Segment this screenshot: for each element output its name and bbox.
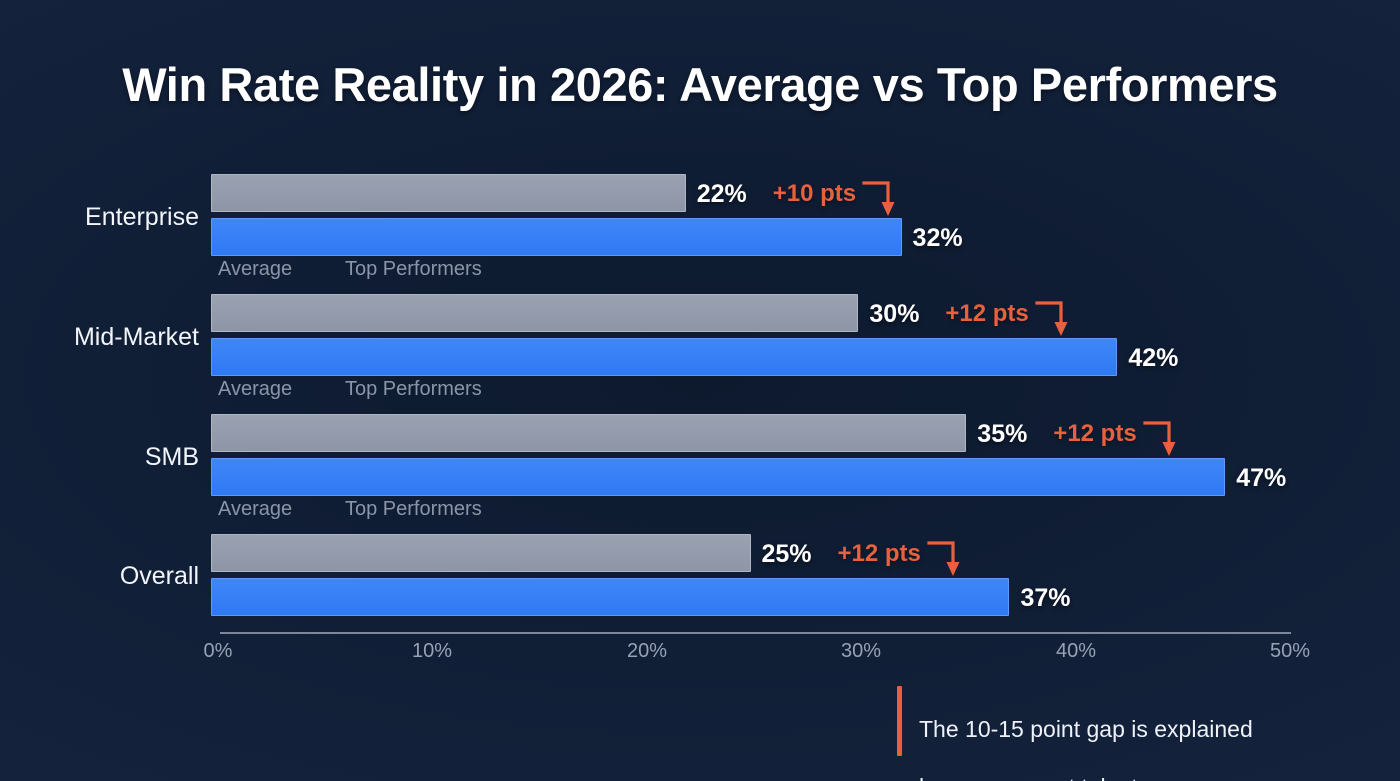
x-tick-0: 0% (204, 640, 233, 663)
slide-canvas: Win Rate Reality in 2026: Average vs Top… (0, 0, 1400, 781)
x-tick-5: 50% (1270, 640, 1310, 663)
footnote-text: The 10-15 point gap is explained by proc… (919, 686, 1253, 781)
sublabel-average-smb: Average (218, 498, 292, 521)
bar-top-performers-smb[interactable] (211, 458, 1225, 496)
footnote-line-2: by process, not talent. (919, 773, 1253, 781)
x-tick-1: 10% (412, 640, 452, 663)
bar-value-top-overall: 37% (1020, 584, 1070, 613)
gap-annotation-enterprise: +10 pts (773, 180, 856, 208)
bar-top-performers-overall[interactable] (211, 578, 1009, 616)
bar-top-performers-mid-market[interactable] (211, 338, 1117, 376)
category-label-mid-market: Mid-Market (0, 323, 199, 352)
bar-average-smb[interactable] (211, 414, 966, 452)
gap-annotation-smb: +12 pts (1053, 420, 1136, 448)
sublabel-average-enterprise: Average (218, 258, 292, 281)
bar-average-mid-market[interactable] (211, 294, 858, 332)
bar-value-average-mid-market: 30% (869, 300, 919, 329)
category-label-smb: SMB (0, 443, 199, 472)
footnote-line-1: The 10-15 point gap is explained (919, 715, 1253, 744)
bar-value-top-enterprise: 32% (913, 224, 963, 253)
x-axis-line (220, 632, 1291, 634)
bar-average-overall[interactable] (211, 534, 751, 572)
bar-value-average-smb: 35% (977, 420, 1027, 449)
x-tick-2: 20% (627, 640, 667, 663)
x-tick-4: 40% (1056, 640, 1096, 663)
bar-value-top-smb: 47% (1236, 464, 1286, 493)
x-tick-3: 30% (841, 640, 881, 663)
gap-arrow-icon-overall (927, 537, 961, 579)
sublabel-top-performers-enterprise: Top Performers (345, 258, 482, 281)
category-label-enterprise: Enterprise (0, 203, 199, 232)
gap-arrow-icon-mid-market (1035, 297, 1069, 339)
bar-value-top-mid-market: 42% (1128, 344, 1178, 373)
gap-arrow-icon-enterprise (862, 177, 896, 219)
gap-arrow-icon-smb (1143, 417, 1177, 459)
category-label-overall: Overall (0, 562, 199, 591)
sublabel-average-mid-market: Average (218, 378, 292, 401)
chart-plot-area: Enterprise 22% 32% Average Top Performer… (0, 0, 1400, 781)
bar-top-performers-enterprise[interactable] (211, 218, 902, 256)
sublabel-top-performers-mid-market: Top Performers (345, 378, 482, 401)
footnote-accent-bar (897, 686, 902, 756)
footnote: The 10-15 point gap is explained by proc… (897, 686, 1253, 781)
bar-value-average-enterprise: 22% (697, 180, 747, 209)
gap-annotation-mid-market: +12 pts (945, 300, 1028, 328)
bar-value-average-overall: 25% (762, 540, 812, 569)
gap-annotation-overall: +12 pts (838, 540, 921, 568)
bar-average-enterprise[interactable] (211, 174, 686, 212)
sublabel-top-performers-smb: Top Performers (345, 498, 482, 521)
